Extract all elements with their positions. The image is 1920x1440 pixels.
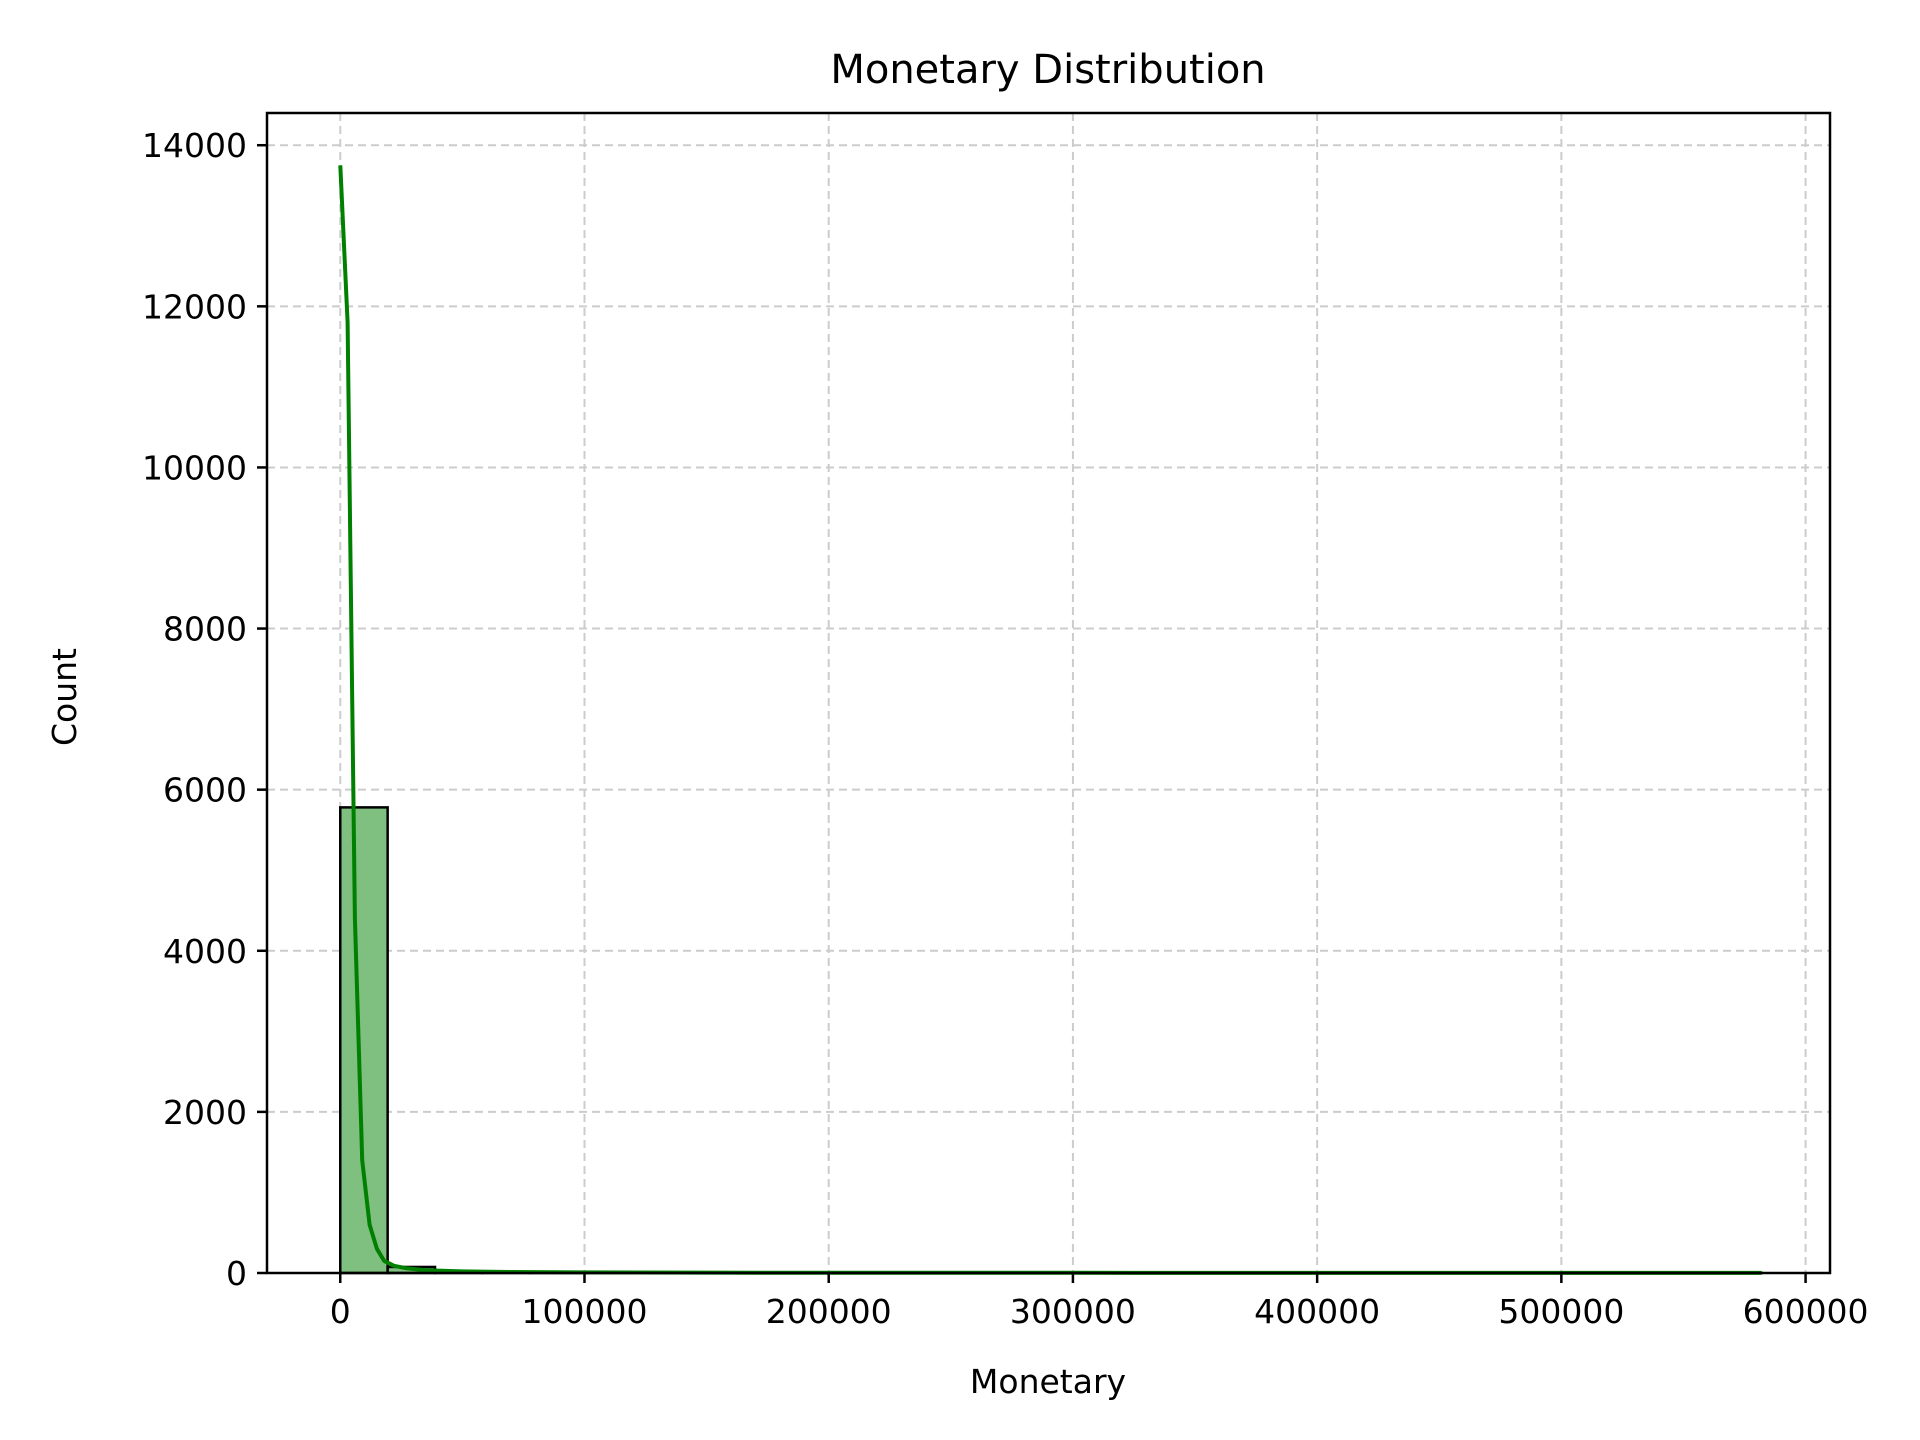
y-tick-label: 0 <box>226 1254 247 1293</box>
y-tick-label: 14000 <box>142 126 247 165</box>
chart-title: Monetary Distribution <box>830 47 1265 93</box>
x-tick-label: 200000 <box>766 1292 892 1331</box>
histogram-bar <box>339 806 389 1275</box>
x-tick-label: 0 <box>330 1292 351 1331</box>
y-tick-label: 4000 <box>163 932 247 971</box>
kde-curve-layer <box>338 165 1762 1275</box>
y-tick-label: 10000 <box>142 448 247 487</box>
kde-line <box>338 165 1762 1275</box>
grid-lines <box>267 113 1830 1274</box>
y-tick-label: 2000 <box>163 1093 247 1132</box>
y-tick-label: 8000 <box>163 610 247 649</box>
x-tick-label: 300000 <box>1010 1292 1136 1331</box>
plot-frame <box>265 111 1832 1275</box>
y-axis-title: Count <box>45 648 84 746</box>
histogram-bars <box>339 806 1763 1275</box>
y-tick-label: 12000 <box>142 287 247 326</box>
axes <box>265 111 1832 1275</box>
x-tick-label: 500000 <box>1498 1292 1624 1331</box>
x-tick-label: 600000 <box>1743 1292 1869 1331</box>
x-tick-label: 100000 <box>521 1292 647 1331</box>
y-tick-label: 6000 <box>163 771 247 810</box>
tick-labels: 0 100000 200000 300000 400000 500000 600000 0 20… <box>142 126 1869 1331</box>
x-tick-label: 400000 <box>1254 1292 1380 1331</box>
x-axis-title: Monetary <box>970 1362 1126 1401</box>
